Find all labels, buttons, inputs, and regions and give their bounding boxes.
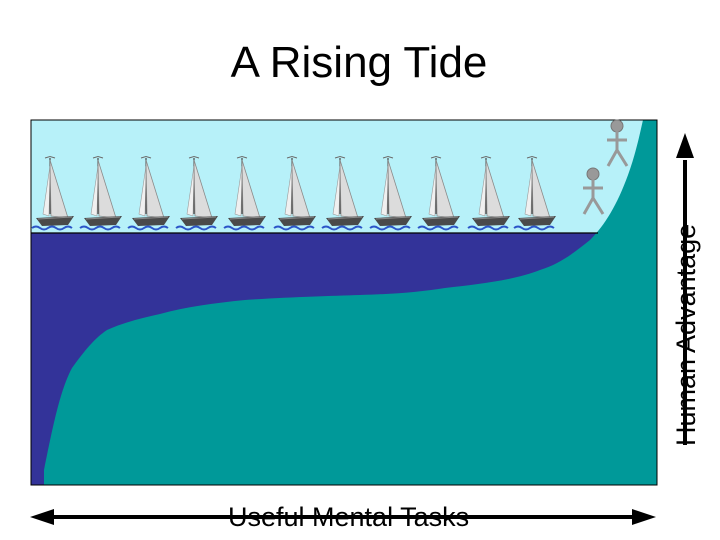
y-axis-arrow bbox=[676, 133, 694, 445]
frame bbox=[30, 119, 658, 486]
slide-title: A Rising Tide bbox=[230, 38, 488, 87]
x-axis-arrow bbox=[30, 509, 656, 525]
landscape-curve bbox=[44, 120, 657, 485]
x-axis-label: Useful Mental Tasks bbox=[228, 502, 470, 532]
y-axis-label: Human Advantage bbox=[671, 223, 701, 446]
